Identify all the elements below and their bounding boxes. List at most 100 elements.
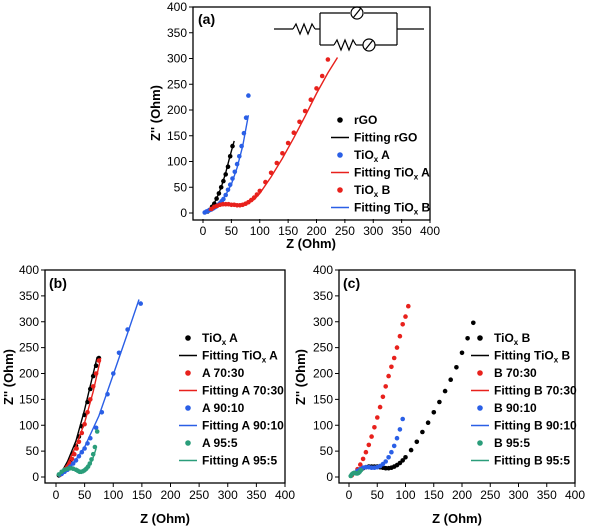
y-tick-label: 300 bbox=[19, 315, 39, 329]
y-tick-label: 400 bbox=[19, 263, 39, 277]
x-tick-label: 350 bbox=[392, 224, 412, 238]
y-tick-label: 250 bbox=[19, 341, 39, 355]
data-point-series-2 bbox=[391, 443, 397, 449]
legend-marker bbox=[337, 187, 343, 193]
y-tick-label: 50 bbox=[320, 444, 334, 458]
legend-label: TiOx A bbox=[202, 331, 238, 347]
data-point-series-4 bbox=[319, 73, 325, 79]
data-point-series-1 bbox=[369, 434, 374, 439]
x-tick-label: 300 bbox=[218, 488, 238, 502]
data-point-series-1 bbox=[377, 404, 383, 410]
data-point-series-4 bbox=[138, 301, 143, 306]
panel-b-label: (b) bbox=[49, 275, 67, 291]
panel-a-chart: (a) Z (Ohm) Z'' (Ohm) 0 50 100 150 200 250 300… bbox=[148, 0, 440, 251]
y-tick-label: 150 bbox=[167, 129, 187, 143]
data-point-series-2 bbox=[389, 449, 394, 455]
y-tick-label: 350 bbox=[19, 289, 39, 303]
y-tick-label: 50 bbox=[26, 444, 40, 458]
fit-line-series-5 bbox=[58, 299, 140, 478]
legend-marker bbox=[477, 440, 483, 446]
x-tick-label: 50 bbox=[225, 224, 239, 238]
cpe-element-top-slash bbox=[352, 7, 362, 19]
fit-line-series-7 bbox=[57, 448, 97, 476]
cpe-element-bottom-slash bbox=[364, 39, 374, 51]
y-tick-label: 250 bbox=[313, 341, 333, 355]
panel-b-xlabel: Z (Ohm) bbox=[140, 511, 190, 526]
x-tick-label: 300 bbox=[363, 224, 383, 238]
x-tick-label: 150 bbox=[424, 488, 444, 502]
legend-marker bbox=[185, 440, 191, 446]
legend-marker bbox=[185, 370, 191, 376]
y-tick-label: 300 bbox=[167, 52, 187, 66]
data-point-series-1 bbox=[375, 415, 380, 420]
legend-label: Fitting A 90:10 bbox=[202, 419, 284, 433]
x-tick-label: 100 bbox=[103, 488, 123, 502]
data-point-series-0 bbox=[408, 447, 414, 453]
legend-marker bbox=[185, 335, 191, 341]
panel-c-chart: (c) Z (Ohm) Z'' (Ohm) 0 50 100 150 200 250 300… bbox=[293, 263, 585, 526]
data-point-series-1 bbox=[372, 425, 377, 430]
legend-marker bbox=[185, 405, 191, 411]
data-point-series-6 bbox=[94, 429, 100, 434]
panel-a-ticks: 0 50 100 150 200 250 300 350 400 0 50 100 150 200 250 3… bbox=[167, 0, 440, 238]
panel-b-legend: TiOx A Fitting TiOx AA 70:30 Fitting A 70:… bbox=[179, 331, 284, 468]
data-point-series-0 bbox=[414, 439, 420, 445]
y-tick-label: 200 bbox=[167, 103, 187, 117]
legend-label: Fitting TiOx A bbox=[202, 349, 278, 365]
legend-label: Fitting TiOx B bbox=[354, 201, 431, 217]
data-point-series-0 bbox=[471, 320, 476, 326]
y-tick-label: 100 bbox=[19, 418, 39, 432]
x-tick-label: 300 bbox=[508, 488, 528, 502]
data-point-series-1 bbox=[394, 345, 400, 350]
data-point-series-0 bbox=[425, 420, 431, 426]
legend-label: Fitting B 70:30 bbox=[494, 384, 577, 398]
y-tick-label: 0 bbox=[32, 470, 39, 484]
x-tick-label: 0 bbox=[346, 488, 353, 502]
legend-label: Fitting A 95:5 bbox=[202, 454, 277, 468]
panel-a-xlabel: Z (Ohm) bbox=[286, 236, 336, 251]
data-point-series-1 bbox=[358, 462, 363, 467]
x-tick-label: 250 bbox=[335, 224, 355, 238]
data-point-series-4 bbox=[297, 119, 302, 125]
equivalent-circuit-inset bbox=[274, 6, 424, 52]
legend-label: rGO bbox=[354, 113, 377, 127]
y-tick-label: 200 bbox=[313, 367, 333, 381]
data-point-series-2 bbox=[397, 427, 403, 432]
legend-marker bbox=[477, 370, 483, 376]
data-point-series-0 bbox=[448, 377, 454, 383]
y-tick-label: 50 bbox=[174, 180, 188, 194]
legend-label: TiOx A bbox=[354, 148, 390, 164]
x-tick-label: 0 bbox=[53, 488, 60, 502]
fit-line-series-3 bbox=[58, 357, 102, 478]
data-point-series-4 bbox=[325, 57, 331, 62]
panel-b-ticks: 0 50 100 150 200 250 300 350 400 0 50 100 150 200 250 3… bbox=[19, 263, 295, 502]
legend-label: A 90:10 bbox=[202, 401, 245, 415]
fit-line-series-1 bbox=[58, 356, 98, 478]
y-tick-label: 0 bbox=[326, 470, 333, 484]
y-tick-label: 250 bbox=[167, 77, 187, 91]
legend-label: Fitting B 95:5 bbox=[494, 454, 570, 468]
y-tick-label: 0 bbox=[180, 206, 187, 220]
data-point-series-1 bbox=[391, 355, 397, 361]
data-point-series-1 bbox=[403, 314, 408, 319]
x-tick-label: 150 bbox=[278, 224, 298, 238]
y-tick-label: 150 bbox=[19, 392, 39, 406]
panel-b-chart: (b) Z (Ohm) Z'' (Ohm) 0 50 100 150 200 250 300… bbox=[1, 263, 295, 526]
y-tick-label: 200 bbox=[19, 367, 39, 381]
y-tick-label: 400 bbox=[313, 263, 333, 277]
legend-label: B 70:30 bbox=[494, 366, 537, 380]
legend-label: A 70:30 bbox=[202, 366, 245, 380]
x-tick-label: 400 bbox=[565, 488, 585, 502]
x-tick-label: 150 bbox=[132, 488, 152, 502]
data-point-series-0 bbox=[403, 455, 408, 460]
data-point-series-0 bbox=[400, 458, 406, 463]
fit-line-series-5 bbox=[208, 57, 339, 212]
y-tick-label: 400 bbox=[167, 0, 187, 14]
panel-b-marks bbox=[56, 299, 143, 478]
y-tick-label: 350 bbox=[167, 26, 187, 40]
panel-a-marks bbox=[202, 57, 339, 215]
data-point-series-0 bbox=[454, 365, 459, 370]
x-tick-label: 200 bbox=[452, 488, 472, 502]
data-point-series-4 bbox=[280, 151, 285, 156]
resistor-parallel-icon bbox=[333, 38, 357, 52]
